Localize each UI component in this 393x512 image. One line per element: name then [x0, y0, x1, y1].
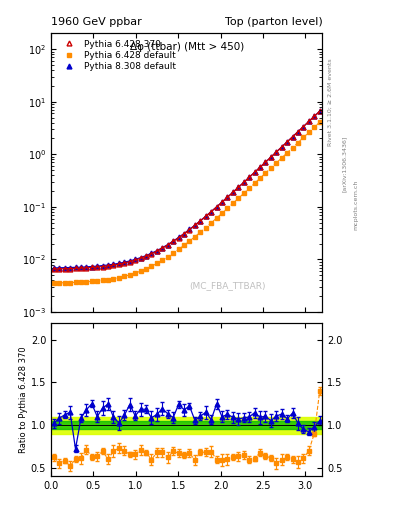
Text: [arXiv:1306.3436]: [arXiv:1306.3436] [342, 136, 347, 192]
Text: Top (parton level): Top (parton level) [224, 17, 322, 27]
Legend: Pythia 6.428 370, Pythia 6.428 default, Pythia 8.308 default: Pythia 6.428 370, Pythia 6.428 default, … [55, 38, 178, 73]
Text: mcplots.cern.ch: mcplots.cern.ch [354, 180, 359, 230]
Text: 1960 GeV ppbar: 1960 GeV ppbar [51, 17, 142, 27]
Y-axis label: Ratio to Pythia 6.428 370: Ratio to Pythia 6.428 370 [19, 346, 28, 453]
Text: Rivet 3.1.10; ≥ 2.6M events: Rivet 3.1.10; ≥ 2.6M events [328, 58, 333, 146]
Text: Δφ (ttbar) (Mtt > 450): Δφ (ttbar) (Mtt > 450) [130, 41, 244, 52]
Text: (MC_FBA_TTBAR): (MC_FBA_TTBAR) [189, 281, 266, 290]
